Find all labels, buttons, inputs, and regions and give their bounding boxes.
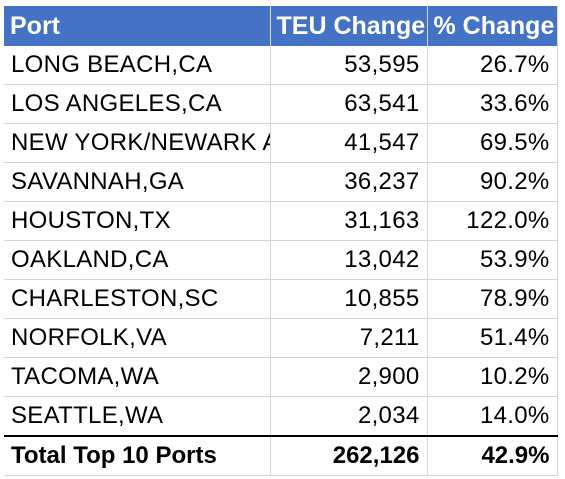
- header-row: Port TEU Change % Change: [4, 6, 558, 46]
- teu-change-cell: 63,541: [270, 84, 428, 124]
- table-row: OAKLAND,CA 13,042 53.9%: [4, 240, 558, 280]
- total-row: Total Top 10 Ports 262,126 42.9%: [4, 435, 558, 476]
- port-cell: HOUSTON,TX: [4, 201, 271, 241]
- teu-change-cell: 53,595: [270, 46, 428, 85]
- port-cell: LONG BEACH,CA: [4, 46, 271, 85]
- pct-change-cell: 90.2%: [427, 162, 558, 202]
- pct-change-cell: 51.4%: [427, 318, 558, 358]
- port-cell: LOS ANGELES,CA: [4, 84, 271, 124]
- table-row: NORFOLK,VA 7,211 51.4%: [4, 318, 558, 358]
- teu-change-cell: 7,211: [270, 318, 428, 358]
- total-teu-change: 262,126: [270, 435, 428, 476]
- port-cell: TACOMA,WA: [4, 357, 271, 397]
- teu-change-cell: 41,547: [270, 123, 428, 163]
- pct-change-cell: 122.0%: [427, 201, 558, 241]
- port-cell: OAKLAND,CA: [4, 240, 271, 280]
- table-row: SEATTLE,WA 2,034 14.0%: [4, 396, 558, 437]
- total-label: Total Top 10 Ports: [4, 435, 271, 476]
- port-cell: SEATTLE,WA: [4, 396, 271, 437]
- column-header-pct-change: % Change: [427, 6, 558, 46]
- table-row: TACOMA,WA 2,900 10.2%: [4, 357, 558, 397]
- teu-change-cell: 13,042: [270, 240, 428, 280]
- teu-change-cell: 31,163: [270, 201, 428, 241]
- port-cell: NEW YORK/NEWARK A: [4, 123, 271, 163]
- port-cell: SAVANNAH,GA: [4, 162, 271, 202]
- pct-change-cell: 78.9%: [427, 279, 558, 319]
- pct-change-cell: 33.6%: [427, 84, 558, 124]
- teu-change-cell: 10,855: [270, 279, 428, 319]
- table-row: LOS ANGELES,CA 63,541 33.6%: [4, 84, 558, 124]
- ports-table: Port TEU Change % Change LONG BEACH,CA 5…: [4, 6, 558, 476]
- pct-change-cell: 10.2%: [427, 357, 558, 397]
- table-row: NEW YORK/NEWARK A 41,547 69.5%: [4, 123, 558, 163]
- column-header-port: Port: [4, 6, 271, 46]
- pct-change-cell: 14.0%: [427, 396, 558, 437]
- port-cell: CHARLESTON,SC: [4, 279, 271, 319]
- pct-change-cell: 69.5%: [427, 123, 558, 163]
- teu-change-cell: 36,237: [270, 162, 428, 202]
- table-row: CHARLESTON,SC 10,855 78.9%: [4, 279, 558, 319]
- pct-change-cell: 53.9%: [427, 240, 558, 280]
- port-cell: NORFOLK,VA: [4, 318, 271, 358]
- teu-change-cell: 2,900: [270, 357, 428, 397]
- pct-change-cell: 26.7%: [427, 46, 558, 85]
- ports-table-sheet: Port TEU Change % Change LONG BEACH,CA 5…: [4, 6, 558, 476]
- teu-change-cell: 2,034: [270, 396, 428, 437]
- table-row: LONG BEACH,CA 53,595 26.7%: [4, 46, 558, 85]
- table-row: HOUSTON,TX 31,163 122.0%: [4, 201, 558, 241]
- column-header-teu-change: TEU Change: [270, 6, 428, 46]
- table-row: SAVANNAH,GA 36,237 90.2%: [4, 162, 558, 202]
- total-pct-change: 42.9%: [427, 435, 558, 476]
